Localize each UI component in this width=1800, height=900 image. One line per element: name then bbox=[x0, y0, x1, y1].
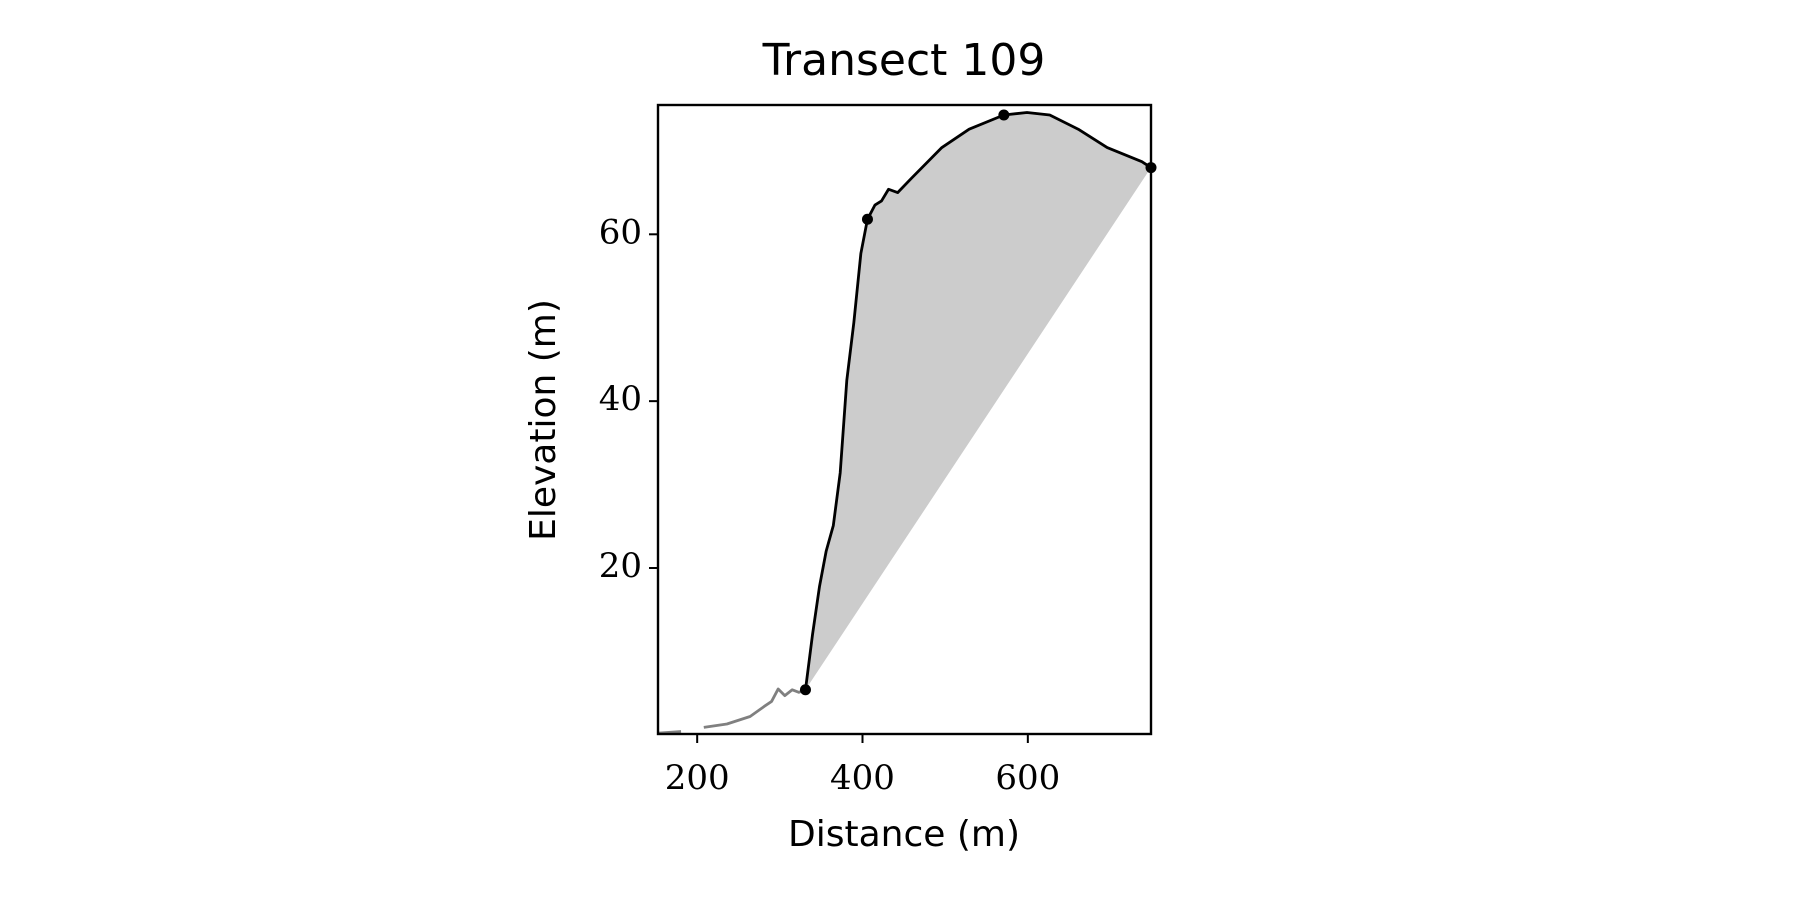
plot-frame bbox=[656, 103, 1153, 736]
point-marker bbox=[799, 684, 811, 696]
point-marker bbox=[861, 213, 873, 225]
x-tick-label: 200 bbox=[665, 758, 730, 798]
profile-line bbox=[658, 687, 806, 734]
y-tick-label: 20 bbox=[599, 546, 642, 586]
y-axis-label: Elevation (m) bbox=[523, 299, 564, 541]
profile-line bbox=[804, 111, 1151, 690]
x-tick-label: 600 bbox=[995, 758, 1060, 798]
chart-title: Transect 109 bbox=[762, 35, 1046, 86]
x-axis-label: Distance (m) bbox=[788, 814, 1020, 855]
point-marker bbox=[998, 109, 1010, 121]
y-tick-label: 40 bbox=[599, 379, 642, 419]
area-fill bbox=[805, 112, 1151, 690]
x-tick-label: 400 bbox=[830, 758, 895, 798]
y-tick-label: 60 bbox=[599, 212, 642, 252]
